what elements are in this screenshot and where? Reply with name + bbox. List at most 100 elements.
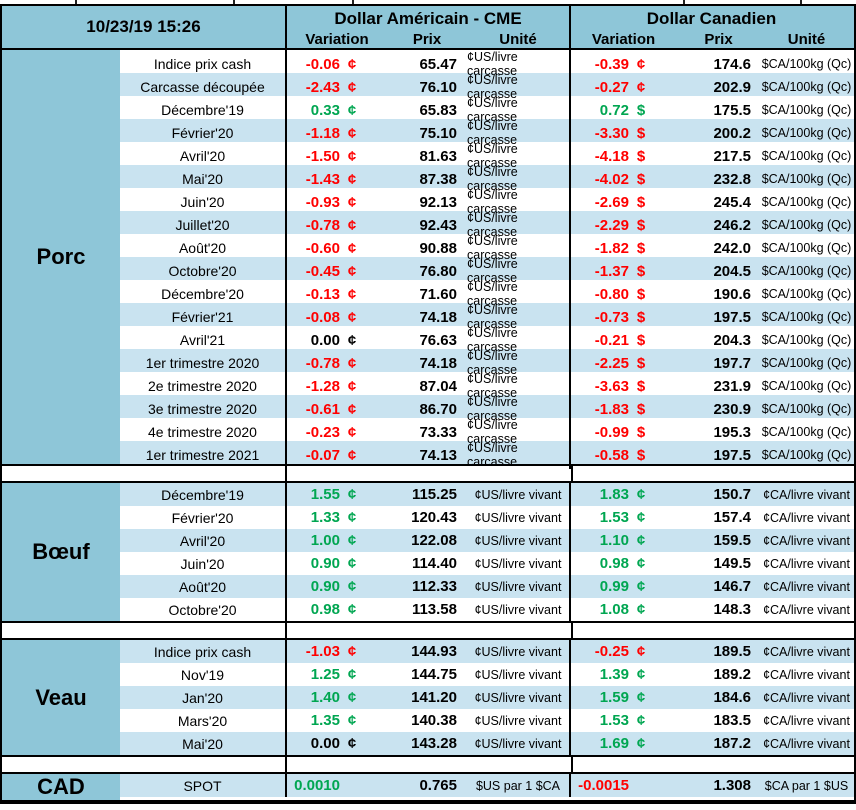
ca-price-cell: 183.5 bbox=[713, 712, 751, 729]
ca-variation-cell: -0.80 $ bbox=[571, 280, 676, 308]
row-label: 3e trimestre 2020 bbox=[120, 395, 287, 423]
ca-variation-value: -1.82 bbox=[594, 239, 629, 257]
ca-variation-value: 1.53 bbox=[599, 509, 629, 526]
ca-price-cell: 242.0 bbox=[713, 239, 751, 257]
ca-price-cell: 189.5 bbox=[713, 643, 751, 660]
us-currency-symbol: ¢ bbox=[347, 666, 357, 683]
us-price-cell: 92.43 bbox=[419, 216, 457, 234]
us-unit-cell: $US par 1 $CA bbox=[467, 774, 571, 797]
us-variation-value: -1.03 bbox=[305, 643, 340, 660]
ca-currency-symbol: ¢ bbox=[636, 666, 646, 683]
us-currency-symbol: ¢ bbox=[347, 55, 357, 73]
ca-variation-cell: -0.27 ¢ bbox=[571, 73, 676, 101]
ca-price-cell: 204.3 bbox=[713, 331, 751, 349]
us-currency-symbol: ¢ bbox=[347, 124, 357, 142]
ca-variation-value: -0.73 bbox=[594, 308, 629, 326]
us-price-cell: 65.83 bbox=[419, 101, 457, 119]
table-row: Mars'20 1.35 ¢ 140.38 ¢US/livre vivant 1.… bbox=[120, 709, 854, 732]
us-variation-value: 1.35 bbox=[310, 712, 340, 729]
row-label: Avril'21 bbox=[120, 326, 287, 354]
ca-unit-cell: ¢CA/livre vivant bbox=[763, 533, 850, 548]
ca-variation-cell: -0.39 ¢ bbox=[571, 50, 676, 78]
us-unit-cell: ¢US/livre vivant bbox=[467, 483, 571, 506]
us-variation-cell: -0.23 ¢ bbox=[287, 418, 387, 446]
us-price-cell: 74.13 bbox=[419, 446, 457, 464]
us-variation-cell: -0.61 ¢ bbox=[287, 395, 387, 423]
us-dollar-section-title: Dollar Américain - CME bbox=[287, 6, 571, 30]
ca-currency-symbol: ¢ bbox=[636, 532, 646, 549]
us-variation-cell: -1.03 ¢ bbox=[287, 640, 387, 663]
table-row: Indice prix cash -0.06 ¢ 65.47 ¢US/livre … bbox=[120, 50, 854, 78]
price-table: 10/23/19 15:26 Dollar Américain - CME Do… bbox=[0, 4, 856, 804]
ca-variation-value: 0.99 bbox=[599, 578, 629, 595]
table-row: SPOT 0.0010 0.765 $US par 1 $CA -0.0015 … bbox=[120, 774, 854, 797]
ca-price-cell: 1.308 bbox=[713, 777, 751, 794]
ca-variation-value: 1.83 bbox=[599, 486, 629, 503]
us-unit-cell: ¢US/livre vivant bbox=[467, 709, 571, 732]
table-row: 1er trimestre 2020 -0.78 ¢ 74.18 ¢US/livr… bbox=[120, 349, 854, 377]
us-unit-cell: ¢US/livre vivant bbox=[467, 732, 571, 755]
grid-tick bbox=[683, 0, 685, 4]
us-unit-cell: ¢US/livre carcasse bbox=[467, 326, 571, 354]
ca-variation-column-header: Variation bbox=[591, 30, 656, 48]
ca-price-cell: 195.3 bbox=[713, 423, 751, 441]
us-variation-cell: 0.0010 bbox=[287, 774, 387, 797]
ca-currency-symbol: ¢ bbox=[636, 578, 646, 595]
ca-unit-cell: $CA par 1 $US bbox=[764, 778, 849, 793]
us-currency-symbol: ¢ bbox=[347, 262, 357, 280]
us-currency-symbol: ¢ bbox=[347, 486, 357, 503]
ca-variation-cell: -0.21 $ bbox=[571, 326, 676, 354]
ca-price-cell: 149.5 bbox=[713, 555, 751, 572]
us-variation-value: -0.61 bbox=[305, 400, 340, 418]
table-row: Octobre'20 -0.45 ¢ 76.80 ¢US/livre carcas… bbox=[120, 257, 854, 285]
us-variation-cell: -0.13 ¢ bbox=[287, 280, 387, 308]
us-currency-symbol: ¢ bbox=[347, 532, 357, 549]
us-price-cell: 71.60 bbox=[419, 285, 457, 303]
ca-variation-value: -0.99 bbox=[594, 423, 629, 441]
us-variation-value: -0.07 bbox=[305, 446, 340, 464]
ca-price-cell: 217.5 bbox=[713, 147, 751, 165]
row-label: Août'20 bbox=[120, 575, 287, 598]
ca-price-cell: 202.9 bbox=[713, 78, 751, 96]
us-variation-cell: -1.50 ¢ bbox=[287, 142, 387, 170]
row-label: Nov'19 bbox=[120, 663, 287, 686]
us-price-cell: 74.18 bbox=[419, 308, 457, 326]
grid-tick bbox=[800, 0, 802, 4]
us-variation-value: -0.45 bbox=[305, 262, 340, 280]
section-rows: Indice prix cash -1.03 ¢ 144.93 ¢US/livre… bbox=[120, 640, 854, 755]
us-variation-cell: 0.90 ¢ bbox=[287, 552, 387, 575]
table-row: Nov'19 1.25 ¢ 144.75 ¢US/livre vivant 1.3… bbox=[120, 663, 854, 686]
ca-unit-cell: $CA/100kg (Qc) bbox=[761, 310, 852, 324]
ca-variation-cell: 1.39 ¢ bbox=[571, 663, 676, 686]
table-row: Août'20 -0.60 ¢ 90.88 ¢US/livre carcasse … bbox=[120, 234, 854, 262]
ca-variation-value: -3.63 bbox=[594, 377, 629, 395]
ca-price-cell: 174.6 bbox=[713, 55, 751, 73]
row-label: 1er trimestre 2020 bbox=[120, 349, 287, 377]
table-row: Avril'20 -1.50 ¢ 81.63 ¢US/livre carcasse… bbox=[120, 142, 854, 170]
us-variation-value: -1.28 bbox=[305, 377, 340, 395]
us-variation-cell: -0.07 ¢ bbox=[287, 441, 387, 469]
ca-variation-cell: -0.25 ¢ bbox=[571, 640, 676, 663]
section-name: CAD bbox=[2, 774, 120, 800]
section-name: Veau bbox=[2, 640, 120, 755]
ca-unit-cell: $CA/100kg (Qc) bbox=[761, 57, 852, 71]
us-variation-value: -0.23 bbox=[305, 423, 340, 441]
us-unit-cell: ¢US/livre vivant bbox=[467, 663, 571, 686]
us-currency-symbol: ¢ bbox=[347, 285, 357, 303]
us-variation-value: -2.43 bbox=[305, 78, 340, 96]
ca-currency-symbol: $ bbox=[636, 400, 646, 418]
us-variation-cell: 0.98 ¢ bbox=[287, 598, 387, 621]
us-currency-symbol: ¢ bbox=[347, 101, 357, 119]
ca-variation-cell: 1.08 ¢ bbox=[571, 598, 676, 621]
us-currency-symbol: ¢ bbox=[347, 239, 357, 257]
row-label: SPOT bbox=[120, 774, 287, 797]
ca-variation-value: -3.30 bbox=[594, 124, 629, 142]
commodity-section: Bœuf Décembre'19 1.55 ¢ 115.25 ¢US/livre … bbox=[2, 483, 854, 623]
ca-price-cell: 157.4 bbox=[713, 509, 751, 526]
us-currency-symbol: ¢ bbox=[347, 509, 357, 526]
row-label: Février'21 bbox=[120, 303, 287, 331]
ca-price-cell: 231.9 bbox=[713, 377, 751, 395]
section-rows: Décembre'19 1.55 ¢ 115.25 ¢US/livre vivan… bbox=[120, 483, 854, 621]
ca-variation-value: -0.21 bbox=[594, 331, 629, 349]
ca-currency-symbol: ¢ bbox=[636, 509, 646, 526]
